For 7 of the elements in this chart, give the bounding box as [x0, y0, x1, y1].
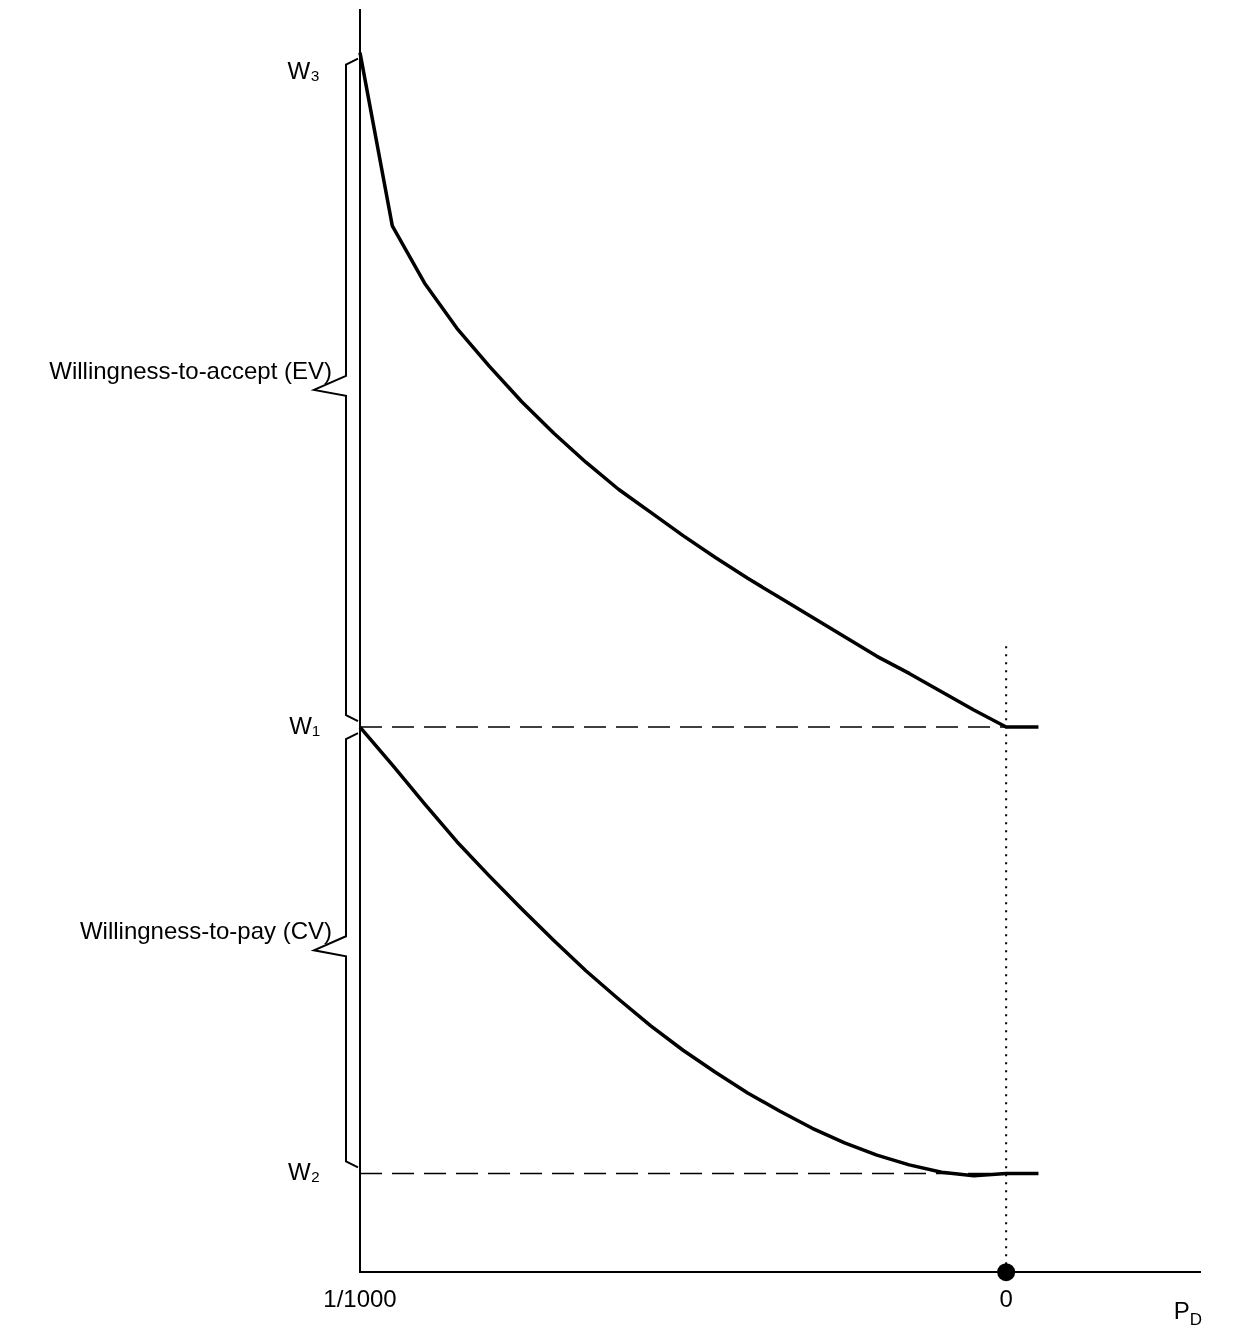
text: Willingness-to-accept (EV) — [49, 356, 332, 384]
ref-line-label: W₁ — [289, 711, 320, 739]
ref-line-label: W₂ — [288, 1158, 320, 1186]
text: Willingness-to-pay (CV) — [79, 916, 332, 944]
x-tick-label: 1/1000 — [323, 1285, 397, 1313]
x-tick-label: 0 — [999, 1285, 1013, 1313]
annotation: W₃ — [287, 57, 321, 85]
